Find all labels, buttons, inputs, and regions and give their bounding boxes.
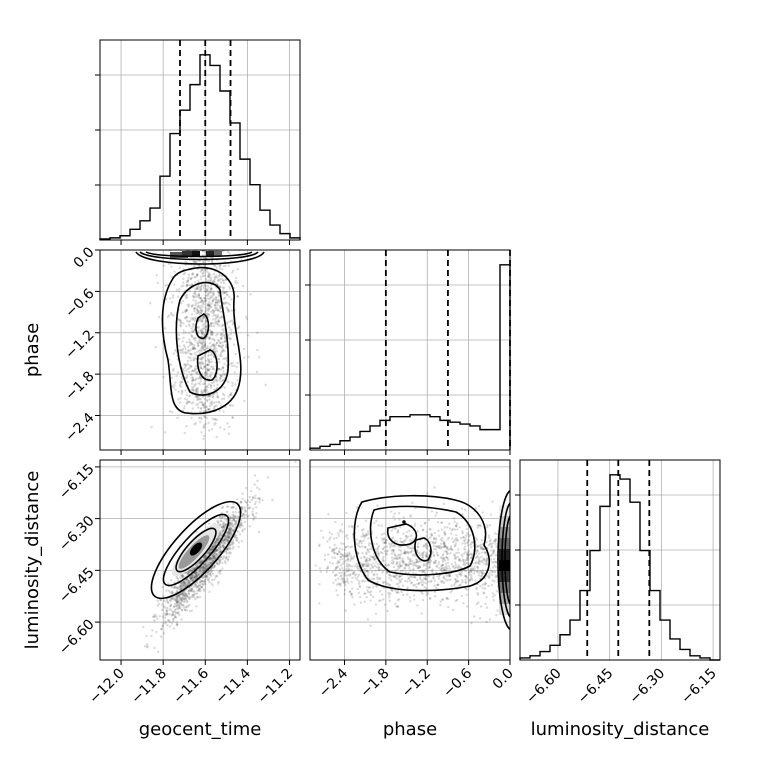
phase-geocent-density-1 bbox=[182, 251, 192, 256]
phase-geocent-frame bbox=[99, 249, 301, 451]
ld-phase-density-0 bbox=[499, 505, 510, 516]
geocent-time-tick-label: −11.4 bbox=[213, 665, 255, 707]
luminosity-distance-y-tick-label: −6.15 bbox=[56, 461, 98, 503]
phase-geocent-contour-top bbox=[139, 251, 259, 261]
ld-geocent-density-core bbox=[189, 542, 203, 556]
ld-phase-density-7 bbox=[499, 582, 510, 593]
geocent-time-tick-label: −11.6 bbox=[170, 665, 212, 707]
geocent-time-frame bbox=[99, 39, 301, 241]
phase-y-tick-label: −0.6 bbox=[62, 286, 97, 321]
ld-phase-contour-3 bbox=[414, 537, 432, 562]
luminosity-distance-histogram bbox=[519, 474, 720, 661]
ld-geocent-contour-1 bbox=[162, 513, 230, 587]
geocent-time-histogram bbox=[99, 54, 301, 240]
geocent-time-tick-label: −11.2 bbox=[255, 666, 297, 708]
luminosity-distance-frame bbox=[519, 459, 721, 661]
ld-phase-contour-2 bbox=[386, 523, 418, 546]
phase-geocent-contour-top3 bbox=[135, 251, 265, 265]
phase-y-tick-label: −1.2 bbox=[62, 327, 97, 362]
ld-geocent-scatter bbox=[142, 460, 297, 654]
phase-y-axis-label: phase bbox=[22, 323, 43, 377]
ld-geocent-frame bbox=[99, 459, 301, 661]
luminosity-distance-x-axis-label: luminosity_distance bbox=[531, 719, 710, 740]
ld-phase-edge-contour-0 bbox=[497, 489, 510, 631]
phase-geocent-contour-1 bbox=[175, 281, 230, 396]
luminosity-distance-x-tick-label: −6.30 bbox=[627, 666, 669, 708]
phase-geocent-density-0 bbox=[170, 252, 188, 258]
phase-geocent-contour-top2 bbox=[145, 251, 253, 258]
phase-x-tick-label: 0.0 bbox=[490, 666, 517, 693]
phase-y-tick-label: −1.8 bbox=[62, 368, 97, 403]
luminosity-distance-y-tick-label: −6.30 bbox=[56, 513, 98, 555]
phase-x-tick-label: −1.8 bbox=[357, 666, 392, 701]
luminosity-distance-y-tick-label: −6.60 bbox=[56, 616, 98, 658]
ld-phase-density-3 bbox=[499, 538, 510, 549]
ld-phase-density-9 bbox=[499, 604, 510, 615]
luminosity-distance-x-tick-label: −6.45 bbox=[575, 666, 617, 708]
luminosity-distance-y-axis-label: luminosity_distance bbox=[22, 471, 43, 650]
ld-phase-point-peak bbox=[402, 520, 406, 524]
ld-phase-scatter bbox=[314, 486, 510, 631]
geocent-time-axis-label: geocent_time bbox=[139, 719, 262, 740]
phase-geocent-contour-0 bbox=[161, 266, 242, 415]
luminosity-distance-x-tick-label: −6.60 bbox=[523, 666, 565, 708]
ld-phase-contour-1 bbox=[369, 505, 476, 576]
phase-x-tick-label: −2.4 bbox=[316, 665, 351, 700]
phase-geocent-density-3 bbox=[206, 251, 216, 256]
phase-histogram bbox=[309, 264, 511, 450]
phase-geocent-density-4 bbox=[214, 251, 222, 256]
phase-y-tick-label: −2.4 bbox=[62, 410, 97, 445]
ld-phase-contour-0 bbox=[353, 494, 491, 592]
phase-geocent-density-2 bbox=[192, 251, 200, 256]
ld-phase-edge-contour-1 bbox=[501, 502, 510, 618]
phase-x-tick-label: −1.2 bbox=[399, 666, 434, 701]
luminosity-distance-y-tick-label: −6.45 bbox=[56, 565, 98, 607]
phase-x-axis-label: phase bbox=[383, 719, 437, 740]
phase-x-tick-label: −0.6 bbox=[440, 665, 475, 700]
geocent-time-tick-label: −12.0 bbox=[86, 666, 128, 708]
ld-geocent-contour-0 bbox=[150, 500, 242, 600]
ld-phase-edge-contour-2 bbox=[504, 514, 510, 606]
phase-geocent-contour-2 bbox=[195, 313, 210, 339]
ld-phase-frame bbox=[309, 459, 511, 661]
phase-geocent-scatter bbox=[135, 250, 267, 441]
ld-phase-density-6 bbox=[499, 571, 510, 582]
phase-y-tick-label: 0.0 bbox=[71, 244, 98, 271]
luminosity-distance-x-tick-label: −6.15 bbox=[678, 666, 720, 708]
ld-geocent-contour-2 bbox=[175, 527, 217, 573]
phase-geocent-contour-3 bbox=[196, 349, 218, 381]
geocent-time-tick-label: −11.8 bbox=[128, 666, 170, 708]
phase-frame bbox=[309, 249, 511, 451]
ld-phase-density-2 bbox=[499, 527, 510, 538]
